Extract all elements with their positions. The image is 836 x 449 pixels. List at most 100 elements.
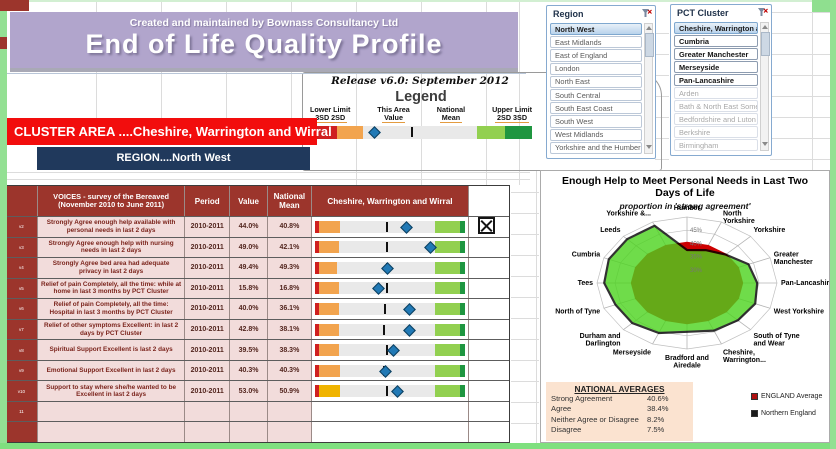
period-cell: 2010-2011 bbox=[185, 381, 231, 401]
pct-scrollbar[interactable] bbox=[760, 22, 770, 151]
region-scrollbar[interactable] bbox=[644, 23, 654, 154]
national-average-label: Strong Agreement bbox=[551, 394, 613, 403]
diamond-icon bbox=[403, 303, 417, 316]
legend-swatch-icon bbox=[751, 393, 758, 400]
tick-marker-icon bbox=[385, 242, 388, 253]
pct-item-birmingham[interactable]: Birmingham bbox=[674, 139, 758, 151]
scrollbar-thumb[interactable] bbox=[645, 33, 654, 57]
title-banner: Created and maintained by Bownass Consul… bbox=[10, 12, 518, 68]
radar-axis-label: Merseyside bbox=[613, 349, 651, 356]
bullet-segment bbox=[314, 282, 320, 295]
region-item-east-of-england[interactable]: East of England bbox=[550, 49, 642, 62]
mean-cell bbox=[268, 401, 312, 422]
tick-marker-icon bbox=[382, 324, 385, 335]
gridline bbox=[421, 0, 422, 185]
pct-item-greater-manchester[interactable]: Greater Manchester bbox=[674, 48, 758, 60]
national-average-label: Agree bbox=[551, 404, 572, 414]
question-cell: Relief of pain Completely, all the time:… bbox=[38, 299, 186, 319]
diamond-icon bbox=[381, 261, 394, 275]
bullet-segment bbox=[460, 241, 465, 254]
radar-axis-label: North of Tyne bbox=[555, 309, 600, 316]
region-item-south-central[interactable]: South Central bbox=[550, 89, 642, 102]
chevron-down-icon[interactable] bbox=[762, 142, 768, 146]
pct-item-merseyside[interactable]: Merseyside bbox=[674, 61, 758, 73]
gridline bbox=[536, 170, 537, 443]
region-item-west-midlands[interactable]: West Midlands bbox=[550, 128, 642, 141]
x-mark-icon[interactable] bbox=[478, 217, 495, 234]
question-cell: Relief of pain Completely, all the time:… bbox=[38, 278, 186, 299]
region-slicer-items: North West East Midlands East of England Lo… bbox=[550, 23, 642, 155]
pct-item-bedfordshire-and-luton[interactable]: Bedfordshire and Luton bbox=[674, 113, 758, 125]
region-item-north-west[interactable]: North West bbox=[550, 23, 642, 36]
period-cell: 2010-2011 bbox=[185, 278, 231, 299]
tick-marker-icon bbox=[385, 386, 388, 397]
gridline bbox=[291, 72, 292, 118]
gridline bbox=[511, 423, 539, 424]
bullet-cell bbox=[311, 217, 470, 237]
row-end-cell bbox=[469, 340, 509, 360]
radar-axis-label: West Yorkshire bbox=[774, 309, 824, 316]
pct-item-cheshire-warrington-and[interactable]: Cheshire, Warrington and ... bbox=[674, 22, 758, 34]
bullet-segment bbox=[460, 261, 465, 274]
diamond-icon bbox=[391, 385, 405, 399]
region-item-north-east[interactable]: North East bbox=[550, 75, 642, 89]
table-body: v2 Strongly Agree enough help available w… bbox=[6, 216, 509, 443]
value-cell: 42.8% bbox=[230, 319, 268, 340]
legend-color-bar bbox=[310, 126, 532, 139]
national-averages-rows: Strong Agreement 40.6% Agree 38.4% Neither A… bbox=[546, 394, 693, 435]
tick-marker-icon bbox=[385, 283, 388, 294]
bullet-segment bbox=[434, 220, 461, 233]
bullet-bar bbox=[314, 364, 465, 378]
bullet-segment bbox=[434, 385, 461, 398]
region-item-south-west[interactable]: South West bbox=[550, 115, 642, 128]
legend-lower-limit: Lower Limit 3SD 2SD bbox=[310, 105, 351, 123]
mean-cell: 49.3% bbox=[268, 258, 312, 278]
bullet-segment bbox=[319, 302, 339, 315]
question-cell: Relief of other symptoms Excellent: in l… bbox=[38, 319, 186, 340]
page-title: End of Life Quality Profile bbox=[85, 29, 443, 59]
chevron-down-icon[interactable] bbox=[646, 145, 652, 149]
period-cell bbox=[185, 422, 231, 443]
pct-item-arden[interactable]: Arden bbox=[674, 87, 758, 99]
chevron-up-icon[interactable] bbox=[645, 26, 652, 30]
bullet-segment bbox=[319, 323, 339, 336]
region-item-south-east-coast[interactable]: South East Coast bbox=[550, 102, 642, 115]
row-index-cell: v6 bbox=[6, 299, 38, 319]
table-row: v9 Emotional Support Excellent in last 2 … bbox=[6, 359, 509, 381]
axis-tick-label: 35% bbox=[690, 255, 703, 261]
bullet-segment bbox=[434, 364, 461, 377]
region-item-yorkshire-and-the-humber[interactable]: Yorkshire and the Humber bbox=[550, 141, 642, 155]
chart-title: Enough Help to Meet Personal Needs in La… bbox=[561, 175, 808, 199]
bullet-cell bbox=[311, 422, 470, 443]
chevron-up-icon[interactable] bbox=[761, 25, 768, 29]
national-average-row: Agree 38.4% bbox=[546, 404, 693, 414]
gridline bbox=[511, 360, 539, 361]
region-item-east-midlands[interactable]: East Midlands bbox=[550, 36, 642, 49]
value-cell: 49.4% bbox=[230, 258, 268, 278]
row-end-cell bbox=[469, 381, 509, 401]
diamond-icon bbox=[403, 323, 417, 337]
gridline bbox=[511, 255, 539, 256]
chart-subtitle: proportion in 'strong agreement' bbox=[619, 201, 751, 211]
bullet-segment bbox=[314, 364, 320, 377]
pct-item-bath-north-east-somers[interactable]: Bath & North East Somers... bbox=[674, 100, 758, 112]
region-item-london[interactable]: London bbox=[550, 62, 642, 75]
question-cell: Strongly Agree bed area had adequate pri… bbox=[38, 258, 186, 278]
value-cell: 49.0% bbox=[230, 237, 268, 258]
row-index-cell: v2 bbox=[6, 217, 38, 237]
pct-item-cumbria[interactable]: Cumbria bbox=[674, 35, 758, 47]
scrollbar-thumb[interactable] bbox=[761, 32, 770, 56]
bullet-segment bbox=[460, 282, 465, 295]
diamond-icon bbox=[372, 282, 385, 296]
bullet-segment bbox=[319, 220, 341, 233]
bullet-segment bbox=[319, 385, 341, 398]
bullet-segment bbox=[434, 323, 461, 336]
pct-item-berkshire[interactable]: Berkshire bbox=[674, 126, 758, 138]
pct-item-pan-lancashire[interactable]: Pan-Lancashire bbox=[674, 74, 758, 86]
row-index-cell: v7 bbox=[6, 319, 38, 340]
chart-legend: ENGLAND Average Northern England bbox=[751, 393, 822, 427]
funnel-filter-icon[interactable] bbox=[642, 9, 652, 19]
funnel-filter-icon[interactable] bbox=[758, 8, 768, 18]
value-cell: 39.5% bbox=[230, 340, 268, 360]
gridline bbox=[655, 33, 669, 34]
